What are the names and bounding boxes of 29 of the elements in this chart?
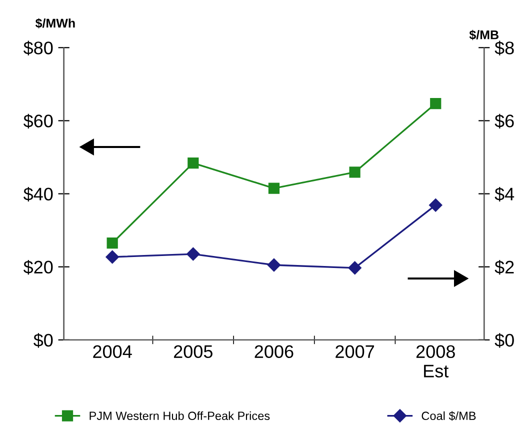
y2-tick-label: $6 [494,114,514,128]
legend-label: PJM Western Hub Off-Peak Prices [90,411,270,420]
point [429,198,442,212]
y2-tick-label: $2 [494,260,514,275]
y-axis-title: $/MWh [35,18,75,28]
y2-tick-label: $4 [494,186,514,202]
y-tick-label: $0 [34,333,53,348]
x-tick-label: 2005 [174,345,212,358]
point [430,98,442,110]
point [186,247,200,261]
x-tick-label: 2004 [93,345,132,358]
y-tick-label: $60 [23,114,53,128]
x-tick-label: 2007 [336,345,374,358]
y2-tick-label: $0 [494,333,514,348]
legend-label: Coal $/MB [422,411,476,421]
x-tick-label: 2006 [254,345,294,358]
y-tick-label: $80 [23,40,53,56]
point [268,182,280,194]
point [348,261,362,275]
point [106,238,118,249]
y-tick-label: $40 [23,186,53,202]
y2-tick-label: $8 [494,40,514,56]
point [349,166,360,178]
point [106,250,119,264]
point [267,258,281,272]
y-tick-label: $20 [23,260,53,275]
x-tick-label: 2008 Est [416,345,455,378]
y2-axis-title: $/MB [469,30,498,40]
point [188,158,199,169]
